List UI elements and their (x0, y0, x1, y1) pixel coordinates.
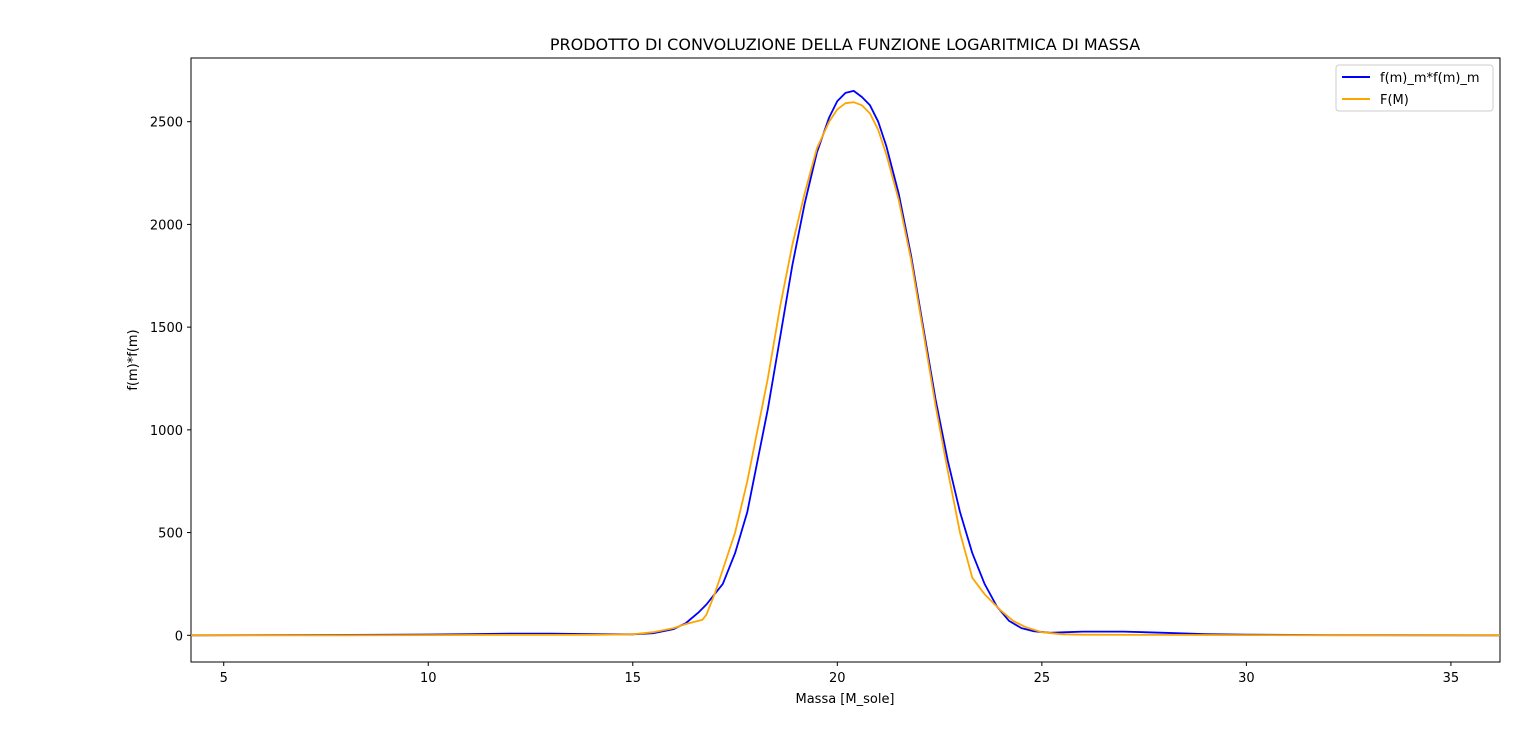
legend-label-1: f(m)_m*f(m)_m (1380, 71, 1480, 86)
x-axis-label: Massa [M_sole] (795, 692, 894, 707)
x-tick-label: 5 (220, 671, 228, 686)
y-tick-label: 1500 (150, 321, 183, 336)
chart-title: PRODOTTO DI CONVOLUZIONE DELLA FUNZIONE … (550, 35, 1140, 54)
plot-area (190, 57, 1501, 663)
legend: f(m)_m*f(m)_m F(M) (1335, 64, 1494, 112)
y-tick-label: 2500 (150, 116, 183, 131)
x-tick-label: 30 (1238, 671, 1255, 686)
y-tick-label: 1000 (150, 424, 183, 439)
legend-label-2: F(M) (1380, 93, 1409, 108)
y-tick-label: 0 (175, 629, 183, 644)
x-tick-label: 35 (1443, 671, 1460, 686)
x-tick-label: 10 (420, 671, 437, 686)
series-lines (191, 90, 1500, 637)
y-tick-label: 2000 (150, 218, 183, 233)
y-tick-label: 500 (158, 527, 183, 542)
x-tick-label: 25 (1034, 671, 1051, 686)
series-line-2 (191, 101, 1500, 637)
x-axis-ticks: 5 10 15 20 25 30 35 (220, 662, 1460, 686)
y-axis-ticks: 0 500 1000 1500 2000 2500 (150, 116, 191, 644)
y-axis-label: f(m)*f(m) (126, 329, 141, 390)
legend-box (1335, 64, 1494, 112)
axes-frame (190, 57, 1501, 663)
x-tick-label: 15 (625, 671, 642, 686)
x-tick-label: 20 (829, 671, 846, 686)
